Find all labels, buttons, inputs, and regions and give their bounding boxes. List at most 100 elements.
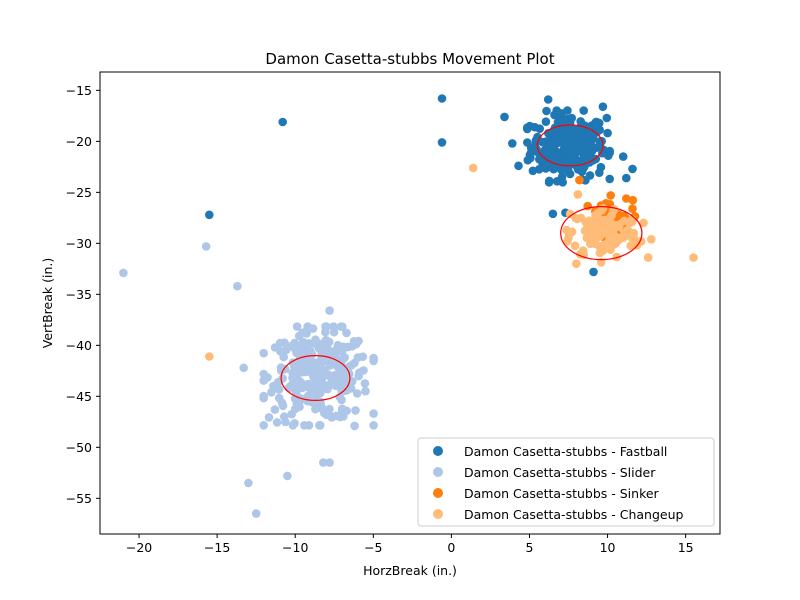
data-point	[538, 138, 548, 147]
data-point	[338, 322, 347, 332]
data-point	[205, 352, 214, 361]
data-point	[317, 403, 327, 413]
data-point	[259, 369, 269, 379]
data-point	[324, 337, 334, 347]
data-point	[307, 383, 317, 392]
y-tick-label: −50	[66, 440, 92, 455]
data-point	[572, 148, 581, 158]
data-point	[523, 123, 532, 132]
data-point	[591, 117, 601, 127]
plot-frame	[99, 71, 721, 535]
data-point	[579, 106, 588, 115]
data-point	[615, 222, 624, 232]
data-point	[274, 393, 284, 403]
data-point	[369, 421, 378, 430]
data-point	[350, 421, 359, 431]
data-point	[251, 509, 261, 518]
y-axis: −55 −50 −45 −40 −35 −30 −25 −20 −15	[66, 83, 100, 506]
data-point	[541, 117, 551, 126]
legend-label-sinker: Damon Casetta-stubbs - Sinker	[464, 486, 660, 501]
data-point	[565, 209, 575, 219]
data-point	[303, 324, 312, 333]
data-point	[294, 331, 304, 341]
x-tick-label: −5	[364, 540, 382, 555]
data-point	[468, 163, 478, 173]
data-point	[286, 381, 296, 390]
y-tick-label: −30	[66, 236, 92, 251]
data-point	[573, 190, 583, 199]
legend-label-fastball: Damon Casetta-stubbs - Fastball	[464, 444, 667, 459]
data-point	[239, 363, 248, 373]
data-point	[264, 413, 274, 422]
legend: Damon Casetta-stubbs - Fastball Damon Ca…	[417, 437, 715, 527]
data-point	[604, 243, 614, 253]
chart-title: Damon Casetta-stubbs Movement Plot	[265, 50, 554, 68]
data-point	[626, 241, 635, 251]
data-point	[244, 478, 253, 488]
data-point	[437, 138, 447, 147]
confidence-ellipse	[280, 355, 351, 402]
x-tick-label: −20	[126, 540, 152, 555]
data-point	[523, 138, 532, 147]
x-tick-label: −15	[204, 540, 230, 555]
data-point	[570, 158, 579, 167]
data-point	[292, 322, 302, 331]
data-point	[602, 113, 612, 123]
data-point	[647, 235, 656, 244]
data-point	[576, 133, 585, 143]
legend-marker-changeup	[433, 509, 443, 519]
data-point	[233, 281, 242, 291]
data-point	[560, 117, 570, 126]
data-point	[332, 371, 342, 380]
data-point	[278, 117, 288, 127]
data-point	[572, 259, 581, 269]
data-point	[556, 165, 566, 174]
data-point	[342, 406, 352, 416]
data-point	[259, 421, 269, 430]
x-tick-label: 15	[678, 540, 694, 555]
series-changeup	[205, 163, 698, 361]
data-point	[298, 337, 308, 347]
data-point	[584, 219, 593, 228]
data-point	[548, 209, 558, 219]
data-point	[317, 348, 327, 358]
data-point	[281, 345, 291, 355]
confidence-ellipse	[560, 206, 643, 261]
data-point	[628, 164, 637, 174]
data-point	[350, 358, 359, 368]
data-point	[595, 125, 604, 135]
data-point	[609, 205, 619, 214]
x-tick-label: 5	[525, 540, 533, 555]
data-point	[526, 148, 536, 157]
data-point	[337, 395, 346, 405]
data-point	[278, 401, 288, 411]
data-point	[290, 419, 299, 428]
y-tick-label: −35	[66, 287, 92, 302]
data-point	[329, 322, 338, 331]
data-point	[360, 379, 370, 388]
data-point	[352, 389, 362, 398]
data-point	[369, 409, 378, 418]
data-point	[590, 229, 600, 238]
points-layer	[119, 94, 698, 518]
data-point	[605, 174, 614, 184]
x-axis-label: HorzBreak (in.)	[363, 563, 457, 578]
data-point	[437, 94, 447, 103]
data-point	[603, 128, 612, 138]
data-point	[325, 361, 335, 370]
data-point	[530, 122, 540, 132]
data-point	[296, 365, 306, 375]
data-point	[560, 138, 570, 148]
data-point	[606, 217, 615, 227]
data-point	[338, 355, 348, 364]
legend-marker-sinker	[433, 488, 443, 498]
data-point	[622, 194, 631, 203]
y-tick-label: −55	[66, 491, 92, 506]
data-point	[544, 178, 554, 187]
data-point	[573, 214, 582, 224]
data-point	[311, 395, 321, 404]
data-point	[584, 130, 594, 140]
data-point	[593, 213, 602, 222]
data-point	[325, 306, 334, 315]
